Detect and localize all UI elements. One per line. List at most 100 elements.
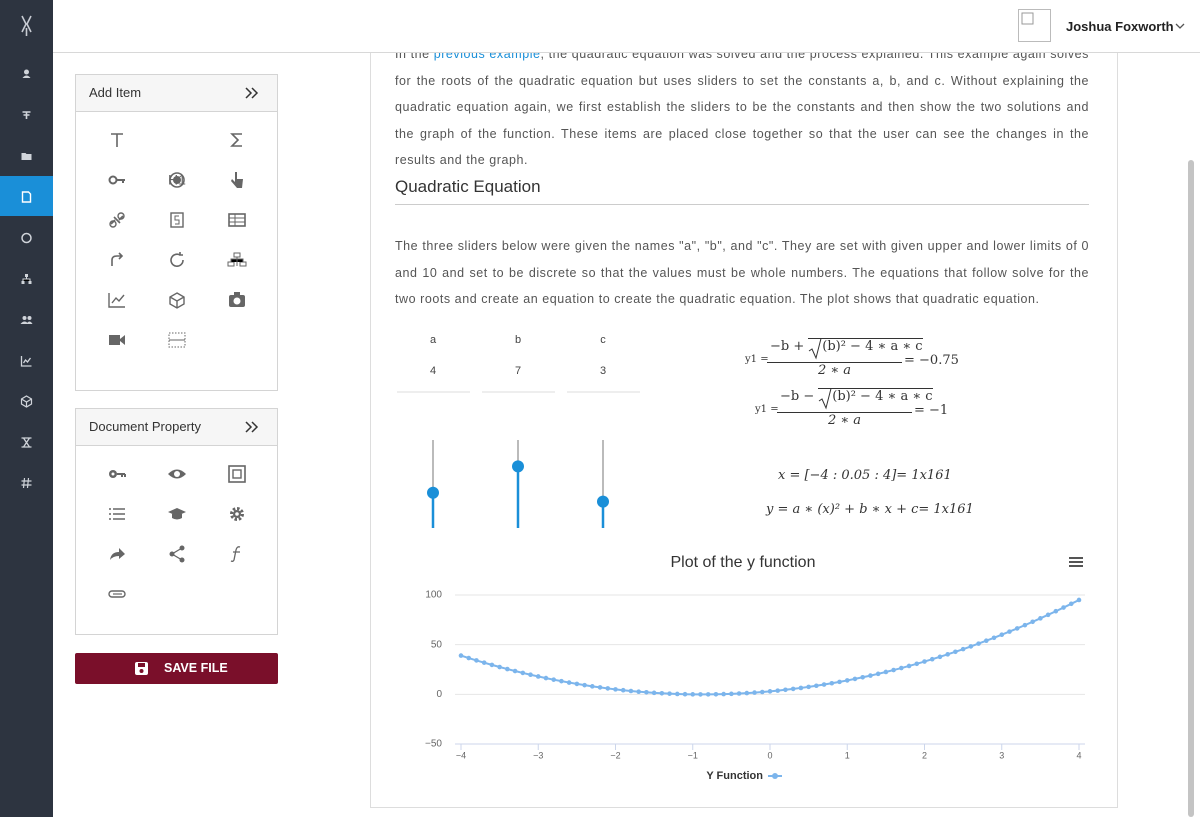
add-item-header: Add Item [76,75,277,112]
data-point [767,689,773,694]
data-point [999,632,1005,638]
tool-icon[interactable] [169,545,185,563]
add-item-panel: Add Item H1 [75,74,278,391]
data-point [543,675,549,681]
data-point [1038,616,1043,621]
tool-icon[interactable] [109,470,126,478]
sidebar-icons [0,15,53,489]
eq-radicand: (b)² − 4 ∗ a ∗ c [832,389,933,404]
slider-name: a [430,334,437,346]
tool-icon[interactable] [228,465,246,483]
tool-icon[interactable] [108,175,126,185]
save-button[interactable]: SAVE FILE [75,653,278,684]
tool-icon[interactable] [111,252,124,266]
tool-icon[interactable] [168,469,186,479]
tool-icon[interactable] [109,508,125,520]
slider-thumb[interactable] [427,486,439,499]
data-point [644,690,649,695]
tool-icon[interactable] [108,293,125,308]
eq-lhs: y1 = [755,404,779,415]
data-point [528,672,533,678]
data-point [458,653,464,658]
x-tick-label: −2 [610,750,620,760]
eq-denominator: 2 ∗ a [817,363,852,378]
nav-item[interactable] [21,437,32,448]
tool-icon[interactable] [111,133,123,147]
nav-item[interactable] [20,316,33,324]
user-menu-chevron[interactable] [1175,22,1185,30]
data-point [682,691,688,697]
data-point [860,674,865,680]
nav-item[interactable] [21,153,32,160]
nav-item[interactable] [20,356,32,367]
data-point [937,654,943,660]
broken-image [1021,12,1034,25]
tool-icon[interactable] [231,172,243,188]
data-point [597,685,603,690]
nav-item[interactable] [21,477,32,489]
document-property-panel: Document Property [75,408,278,635]
slider-thumb[interactable] [597,495,609,508]
tool-icon[interactable] [170,252,184,267]
slider-value: 3 [600,365,606,377]
tool-icon[interactable] [230,546,241,562]
data-point [883,669,889,675]
data-point [953,649,958,655]
y-tick-label: −50 [425,739,442,750]
nav-item[interactable] [21,274,32,284]
data-point [675,691,680,697]
data-point [945,652,950,657]
tool-icon[interactable] [229,292,245,307]
data-point [628,688,634,694]
data-point [798,685,804,691]
eq-prefix: −b − [780,389,815,404]
data-point [868,673,873,678]
avatar[interactable] [1018,9,1051,42]
data-point [806,684,811,690]
tool-icon[interactable] [168,508,186,520]
tool-icon[interactable] [109,212,125,228]
nav-item[interactable] [20,395,33,408]
legend-label[interactable]: Y Function [706,770,763,782]
x-definition: x = [−4 : 0.05 : 4]= 1x161 [778,468,952,483]
tool-icon[interactable] [169,292,185,309]
data-point [466,655,472,661]
data-point [705,692,711,697]
data-point [1045,612,1051,618]
tool-icon[interactable] [110,548,125,560]
data-point [759,689,765,695]
radical-sign [808,338,822,360]
chart-menu[interactable] [1069,557,1083,567]
tool-icon[interactable] [109,335,125,345]
save-icon [135,662,148,675]
eq-numerator: −b + (b)² − 4 ∗ a ∗ c [770,336,923,360]
tool-icon[interactable] [168,332,186,348]
legend-marker [772,773,778,779]
scrollbar[interactable] [1188,160,1194,817]
tool-icon[interactable] [169,172,185,188]
tool-icon[interactable] [230,507,244,521]
data-point [991,635,997,641]
data-point [535,674,541,679]
radical-sign [818,388,832,410]
y-tick-label: 50 [431,639,443,650]
nav-item[interactable] [21,232,32,244]
tool-icon[interactable] [227,252,247,267]
nav-item[interactable] [22,111,31,119]
tool-icon[interactable] [230,133,242,147]
slider-thumb[interactable] [512,460,524,473]
tool-icon[interactable] [170,212,184,228]
data-point [582,682,587,688]
nav-item[interactable] [21,191,32,203]
eq-lhs: y1 = [745,354,769,365]
collapse-icon[interactable] [245,421,259,433]
collapse-icon[interactable] [245,87,259,99]
tool-icon[interactable] [108,590,126,598]
user-name[interactable]: Joshua Foxworth [1066,19,1174,34]
tool-icon[interactable] [228,213,246,227]
data-point [968,644,974,649]
nav-item[interactable] [22,69,31,79]
data-point [698,692,703,697]
eq-numerator: −b − (b)² − 4 ∗ a ∗ c [780,386,933,410]
data-point [1076,597,1082,603]
